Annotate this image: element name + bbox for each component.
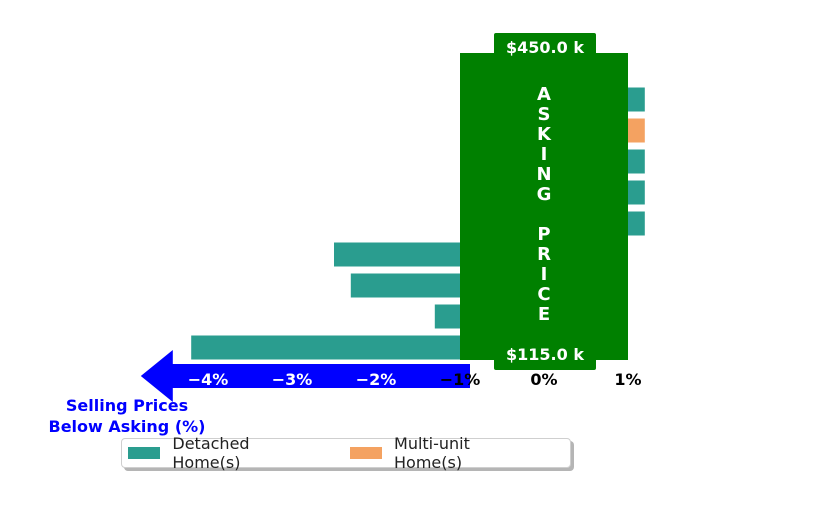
legend-swatch-detached [128,447,161,459]
x-tick-labels: −4% −3% −2% −1% 0% 1% [188,370,642,389]
asking-price-letter: I [541,264,548,285]
asking-price-letter: N [536,164,551,185]
asking-price-letter: P [537,224,550,245]
below-asking-arrow [140,350,471,402]
legend-label-multi-unit: Multi-unit Home(s) [394,434,470,472]
asking-price-letter: A [537,84,551,105]
arrow-label-line2: Below Asking (%) [49,417,206,436]
below-asking-arrow-group [140,350,471,402]
asking-price-letter: K [537,124,552,145]
legend-item-multi-unit: Multi-unit Home(s) [349,434,536,472]
asking-price-letter: E [538,304,550,325]
x-tick-label: −2% [356,370,397,389]
legend-label-detached: Detached Home(s) [172,434,250,472]
x-tick-label: −4% [188,370,229,389]
bottom-price-label-box [494,340,596,370]
legend: Detached Home(s) Multi-unit Home(s) [121,434,571,472]
asking-price-letter: I [541,144,548,165]
asking-price-band [460,53,628,360]
asking-price-letter: G [537,184,552,205]
arrow-label-line1: Selling Prices [66,396,188,415]
top-price-label-box [494,33,596,63]
top-price-label: $450.0 k [506,38,584,57]
bottom-price-label: $115.0 k [506,345,584,364]
asking-price-letter: R [537,244,551,265]
asking-price-letter: C [537,284,550,305]
x-tick-label: −1% [440,370,481,389]
x-tick-label: −3% [272,370,313,389]
x-tick-label: 1% [614,370,641,389]
asking-price-letter: S [538,104,551,125]
x-tick-label: 0% [530,370,557,389]
legend-swatch-multi-unit [349,447,383,459]
legend-item-detached: Detached Home(s) [128,434,316,472]
